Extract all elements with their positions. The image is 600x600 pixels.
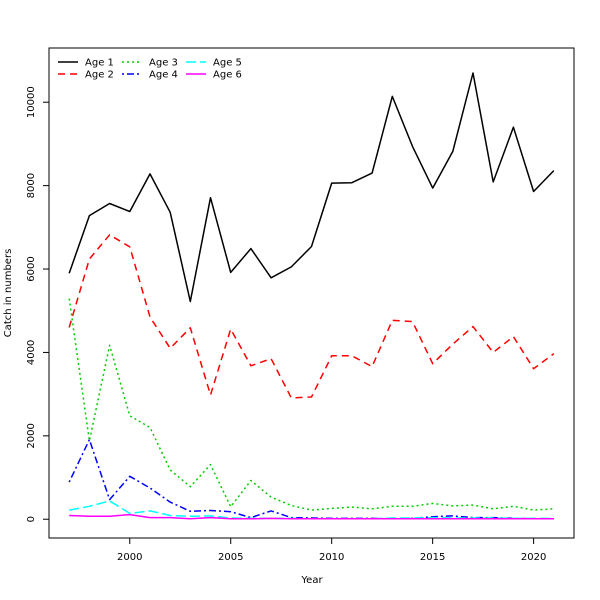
series-line-age-4 bbox=[68, 438, 554, 520]
y-tick-label: 4000 bbox=[26, 340, 37, 365]
series-layer bbox=[68, 72, 555, 520]
x-tick-label: 2015 bbox=[420, 552, 445, 563]
x-axis: 2000 2005 2010 2015 2020 bbox=[117, 537, 546, 563]
x-tick-label: 2000 bbox=[117, 552, 142, 563]
legend-label: Age 5 bbox=[213, 58, 242, 69]
plot-frame bbox=[48, 47, 575, 539]
y-tick-label: 0 bbox=[26, 516, 37, 522]
y-tick-label: 10000 bbox=[26, 86, 37, 118]
series-line-age-1 bbox=[68, 72, 555, 303]
series-line-age-3 bbox=[68, 298, 554, 511]
x-axis-title: Year bbox=[300, 575, 323, 586]
legend-label: Age 3 bbox=[149, 58, 178, 69]
y-tick-label: 2000 bbox=[26, 423, 37, 448]
legend-label: Age 2 bbox=[85, 70, 114, 81]
x-tick-label: 2005 bbox=[218, 552, 243, 563]
y-tick-label: 8000 bbox=[26, 173, 37, 198]
series-line-age-6 bbox=[69, 513, 554, 520]
x-tick-label: 2020 bbox=[521, 552, 546, 563]
y-axis: 0 2000 4000 6000 8000 10000 bbox=[26, 86, 50, 522]
y-axis-title: Catch in numbers bbox=[3, 249, 14, 338]
x-tick-label: 2010 bbox=[319, 552, 344, 563]
legend-label: Age 1 bbox=[85, 58, 114, 69]
legend-label: Age 4 bbox=[149, 70, 178, 81]
series-line-age-2 bbox=[68, 234, 555, 399]
legend-label: Age 6 bbox=[213, 70, 242, 81]
y-tick-label: 6000 bbox=[26, 256, 37, 281]
